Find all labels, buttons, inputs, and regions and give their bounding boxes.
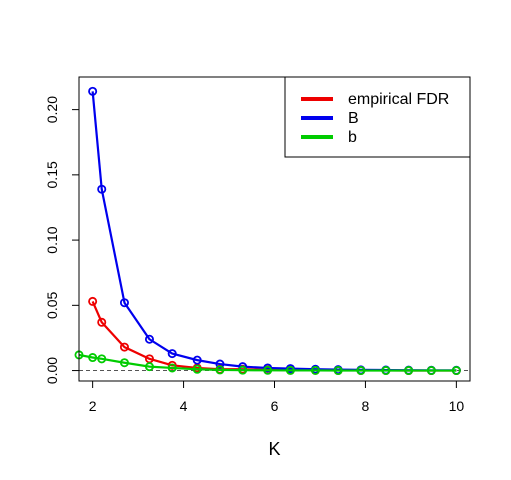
data-point <box>88 86 98 96</box>
x-tick-label: 4 <box>180 398 188 414</box>
x-tick-label: 2 <box>89 398 97 414</box>
data-point <box>88 353 98 363</box>
data-point <box>97 184 107 194</box>
data-point <box>381 366 391 376</box>
series-layer <box>74 86 461 376</box>
x-axis-title: K <box>268 439 280 459</box>
data-point <box>333 366 343 376</box>
data-point <box>192 355 202 365</box>
x-tick-label: 6 <box>271 398 279 414</box>
data-point <box>310 365 320 375</box>
data-point <box>119 342 129 352</box>
legend-label: b <box>348 129 357 146</box>
data-point <box>167 363 177 373</box>
series-2 <box>74 350 461 376</box>
x-tick-label: 8 <box>362 398 370 414</box>
data-point <box>426 366 436 376</box>
y-tick-label: 0.05 <box>44 291 60 318</box>
y-tick-label: 0.00 <box>44 357 60 384</box>
data-point <box>192 364 202 374</box>
data-point <box>144 362 154 372</box>
data-point <box>451 366 461 376</box>
legend: empirical FDR Bb <box>284 76 471 158</box>
y-tick-label: 0.15 <box>44 161 60 188</box>
data-point <box>144 334 154 344</box>
x-tick-label: 10 <box>449 398 465 414</box>
y-axis: 0.00 0.05 0.10 0.15 0.20 <box>44 96 80 384</box>
data-point <box>238 365 248 375</box>
data-point <box>285 365 295 375</box>
data-point <box>119 358 129 368</box>
data-point <box>97 354 107 364</box>
data-point <box>167 349 177 359</box>
y-tick-label: 0.20 <box>44 96 60 123</box>
data-point <box>356 366 366 376</box>
data-point <box>215 359 225 369</box>
data-point <box>215 365 225 375</box>
data-point <box>119 298 129 308</box>
legend-label: empirical FDR <box>348 91 449 108</box>
legend-label: B <box>348 110 359 127</box>
x-axis: 2 4 6 8 10 <box>89 380 465 414</box>
data-point <box>263 365 273 375</box>
data-point <box>404 366 414 376</box>
data-point <box>97 317 107 327</box>
y-tick-label: 0.10 <box>44 226 60 253</box>
data-point <box>88 296 98 306</box>
